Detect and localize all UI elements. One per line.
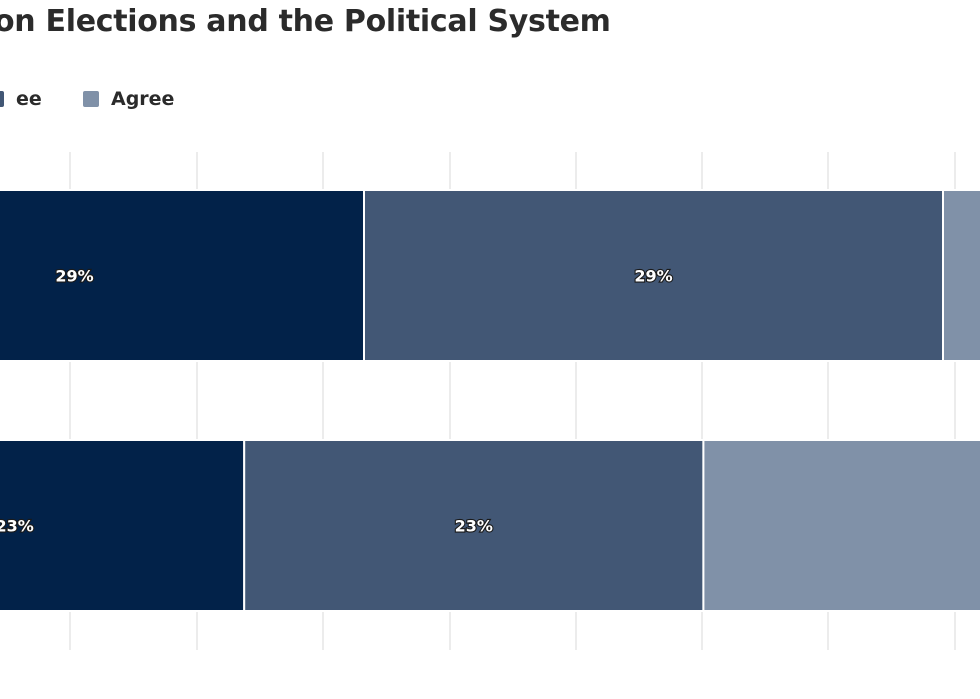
data-label-row1-series1: 23% bbox=[455, 517, 493, 536]
bar-segment-row1-series1[interactable] bbox=[243, 439, 705, 612]
legend-label-partial: ee bbox=[16, 88, 42, 110]
legend-swatch-partial bbox=[0, 91, 4, 107]
chart-title: on Elections and the Political System bbox=[0, 4, 611, 39]
bar-segment-row0-series0[interactable] bbox=[0, 189, 365, 362]
data-label-row0-series0: 29% bbox=[55, 267, 93, 286]
legend-item-agree[interactable]: Agree bbox=[83, 88, 174, 110]
legend-swatch-agree bbox=[83, 91, 99, 107]
bar-segment-row1-series2[interactable] bbox=[702, 439, 980, 612]
chart-legend: ee Agree bbox=[0, 88, 980, 114]
data-label-row0-series1: 29% bbox=[634, 267, 672, 286]
bar-segment-row1-series0[interactable] bbox=[0, 439, 246, 612]
legend-label-agree: Agree bbox=[111, 88, 175, 110]
data-label-row1-series0: 23% bbox=[0, 517, 34, 536]
bar-segment-row0-series1[interactable] bbox=[363, 189, 944, 362]
bar-segment-row0-series2[interactable] bbox=[942, 189, 980, 362]
legend-item-partial[interactable]: ee bbox=[0, 88, 42, 110]
